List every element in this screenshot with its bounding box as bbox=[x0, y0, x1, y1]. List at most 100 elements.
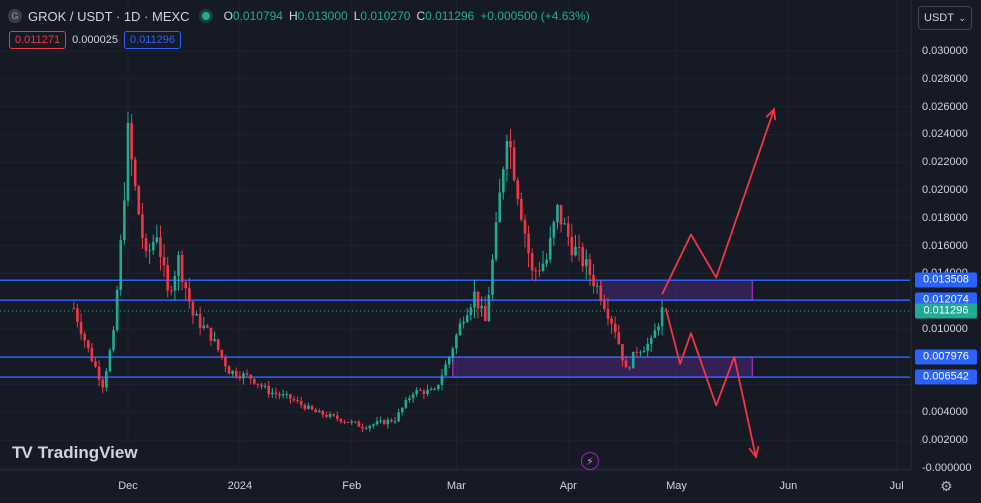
candle-body bbox=[166, 265, 169, 291]
candle-body bbox=[339, 418, 343, 422]
low-value: 0.010270 bbox=[360, 9, 411, 23]
candle-body bbox=[130, 122, 133, 160]
candle-body bbox=[631, 351, 635, 369]
lightning-icon[interactable]: ⚡ bbox=[581, 452, 599, 470]
candle-body bbox=[234, 370, 238, 377]
candle-body bbox=[328, 414, 332, 417]
candle-body bbox=[303, 404, 307, 409]
candle-body bbox=[357, 421, 361, 427]
candle-body bbox=[213, 339, 216, 341]
buy-price-button[interactable]: 0.011296 bbox=[123, 31, 182, 49]
candle-body bbox=[227, 366, 231, 374]
candle-body bbox=[570, 236, 574, 256]
candle-body bbox=[249, 374, 252, 379]
candle-body bbox=[447, 357, 451, 365]
level-price-tag: 0.013508 bbox=[915, 272, 977, 288]
candle-body bbox=[346, 421, 350, 423]
candle-body bbox=[534, 270, 538, 272]
candle-body bbox=[382, 420, 386, 425]
tradingview-logo-text: TradingView bbox=[37, 443, 138, 462]
candle-body bbox=[530, 253, 534, 271]
sell-price-button[interactable]: 0.011271 bbox=[9, 31, 67, 49]
candle-body bbox=[242, 373, 245, 379]
zone-rectangle bbox=[599, 279, 754, 301]
candle-body bbox=[603, 300, 606, 310]
candle-body bbox=[509, 141, 512, 148]
candle-body bbox=[400, 407, 404, 413]
candle-body bbox=[202, 325, 206, 328]
candle-body bbox=[426, 389, 429, 395]
chart-projections bbox=[661, 107, 777, 459]
candle-body bbox=[108, 350, 112, 372]
candle-body bbox=[657, 326, 660, 331]
candle-body bbox=[133, 159, 137, 187]
close-label: C bbox=[416, 9, 426, 23]
candle-body bbox=[512, 147, 516, 181]
price-axis-label: 0.010000 bbox=[922, 323, 968, 335]
candle-body bbox=[408, 398, 411, 400]
candle-body bbox=[115, 290, 119, 331]
candle-body bbox=[141, 214, 144, 239]
candle-body bbox=[516, 180, 520, 199]
candle-body bbox=[476, 291, 480, 309]
candle-body bbox=[101, 379, 105, 388]
candle-body bbox=[105, 371, 108, 388]
candle-body bbox=[404, 399, 408, 408]
gear-icon[interactable]: ⚙ bbox=[940, 478, 953, 494]
candle-body bbox=[354, 421, 357, 423]
level-price-tag: 0.006542 bbox=[915, 369, 977, 385]
candle-body bbox=[588, 259, 592, 275]
candle-body bbox=[610, 318, 613, 324]
candle-body bbox=[599, 285, 603, 301]
candle-body bbox=[238, 376, 242, 379]
candle-body bbox=[483, 305, 487, 322]
candle-body bbox=[487, 294, 491, 322]
projection-up-arrow-arrowhead bbox=[765, 107, 777, 121]
candle-body bbox=[639, 352, 642, 354]
candle-body bbox=[180, 255, 184, 283]
candle-body bbox=[119, 240, 123, 291]
candle-body bbox=[76, 308, 79, 323]
close-value: 0.011296 bbox=[425, 9, 475, 23]
candle-body bbox=[462, 321, 465, 324]
candle-body bbox=[267, 385, 271, 395]
currency-select[interactable]: USDT ⌄ bbox=[918, 6, 972, 30]
time-axis-label: 2024 bbox=[227, 480, 253, 492]
candle-body bbox=[545, 259, 548, 264]
candle-body bbox=[505, 141, 509, 170]
candle-body bbox=[86, 340, 90, 349]
current-price-tag: 0.011296 bbox=[915, 303, 977, 319]
candle-body bbox=[422, 390, 426, 395]
candle-body bbox=[321, 410, 325, 416]
price-axis-label: 0.002000 bbox=[922, 434, 968, 447]
candle-body bbox=[628, 367, 631, 369]
candle-body bbox=[325, 415, 328, 417]
price-axis-label: 0.022000 bbox=[922, 156, 968, 169]
symbol-title[interactable]: GROK / USDT · 1D · MEXC bbox=[28, 8, 190, 24]
candle-body bbox=[231, 370, 234, 374]
candle-body bbox=[79, 322, 83, 335]
candle-body bbox=[198, 313, 202, 328]
candle-body bbox=[635, 351, 639, 353]
zone-rectangle bbox=[452, 356, 754, 378]
candle-body bbox=[169, 290, 173, 292]
tradingview-logo[interactable]: TV TradingView bbox=[12, 443, 138, 463]
candle-body bbox=[292, 398, 296, 401]
price-axis-label: 0.024000 bbox=[922, 128, 968, 141]
candle-body bbox=[415, 389, 418, 395]
candle-body bbox=[206, 325, 209, 328]
candle-body bbox=[184, 282, 188, 289]
open-label: O bbox=[223, 9, 233, 23]
candle-body bbox=[72, 308, 76, 310]
candle-body bbox=[502, 169, 505, 193]
candle-body bbox=[191, 301, 195, 316]
candle-body bbox=[574, 246, 577, 256]
candle-body bbox=[332, 414, 335, 416]
change-value: +0.000500 (+4.63%) bbox=[480, 9, 590, 23]
market-open-status-icon bbox=[201, 12, 210, 20]
candle-body bbox=[642, 350, 646, 353]
candle-body bbox=[397, 412, 400, 422]
candle-body bbox=[498, 192, 501, 223]
candle-body bbox=[271, 392, 274, 395]
